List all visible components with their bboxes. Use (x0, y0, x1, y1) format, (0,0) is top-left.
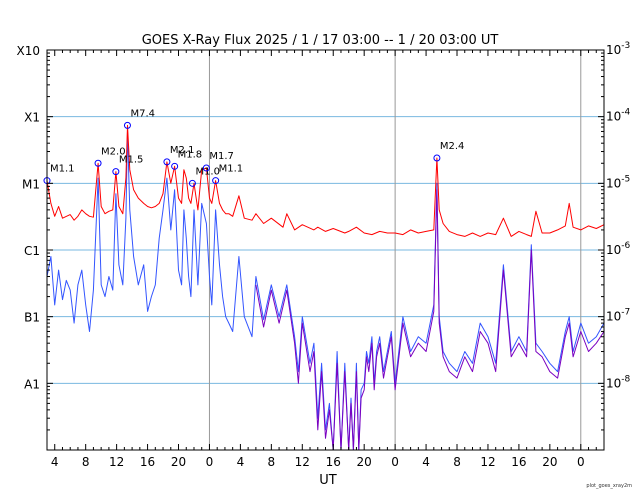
x-tick-label: 16 (326, 455, 341, 469)
y-tick-label-left: C1 (24, 244, 40, 258)
y-tick-exponent: -3 (621, 41, 630, 51)
flare-label: M1.1 (219, 164, 244, 175)
y-tick-label-left: A1 (24, 377, 40, 391)
flare-label: M1.1 (50, 164, 75, 175)
x-tick-label: 0 (206, 455, 214, 469)
y-tick-label-right: 10-4 (606, 108, 631, 124)
y-tick-exponent: -7 (621, 308, 630, 318)
y-tick-exponent: -4 (621, 108, 630, 118)
flare-label: M1.7 (209, 151, 234, 162)
y-tick-label-left: M1 (22, 177, 40, 191)
series-long-line (47, 124, 604, 237)
x-tick-label: 12 (480, 455, 495, 469)
y-tick-exponent: -8 (621, 374, 630, 384)
y-tick-label-right: 10-8 (606, 374, 631, 390)
flare-label: M1.5 (119, 155, 144, 166)
x-tick-label: 8 (82, 455, 90, 469)
y-tick-label-right: 10-6 (606, 241, 631, 257)
flare-label: M2.1 (170, 145, 195, 156)
x-tick-label: 12 (295, 455, 310, 469)
y-tick-label-right: 10-7 (606, 308, 630, 324)
plot-credit: plot_goes_xray2m (586, 483, 632, 489)
x-tick-label: 20 (171, 455, 186, 469)
flare-label: M1.0 (195, 166, 220, 177)
flare-marker (212, 177, 220, 185)
flare-label: M2.0 (101, 146, 126, 157)
y-tick-label-left: X1 (24, 111, 40, 125)
x-axis-label: UT (319, 473, 337, 488)
flare-marker (112, 168, 120, 176)
flare-marker (433, 154, 441, 162)
x-tick-label: 0 (391, 455, 399, 469)
x-tick-label: 8 (453, 455, 461, 469)
flare-label: M2.4 (440, 141, 465, 152)
y-tick-exponent: -5 (621, 174, 630, 184)
x-tick-label: 20 (357, 455, 372, 469)
y-tick-label-right: 10-5 (606, 174, 630, 190)
series-short-line (47, 131, 604, 450)
x-tick-label: 0 (577, 455, 585, 469)
x-tick-label: 12 (109, 455, 124, 469)
flare-marker (202, 164, 210, 172)
x-tick-label: 16 (511, 455, 526, 469)
x-tick-label: 4 (422, 455, 430, 469)
flare-marker (171, 162, 179, 170)
series-short-alt-line (255, 189, 604, 450)
flare-marker (163, 158, 171, 166)
x-tick-label: 20 (542, 455, 557, 469)
flare-marker (123, 121, 131, 129)
flare-marker (94, 159, 102, 167)
y-tick-label-left: X10 (17, 44, 41, 58)
chart-title: GOES X-Ray Flux 2025 / 1 / 17 03:00 -- 1… (142, 33, 499, 48)
flare-label: M1.8 (178, 149, 203, 160)
x-tick-label: 16 (140, 455, 155, 469)
x-tick-label: 4 (51, 455, 59, 469)
flare-marker (188, 179, 196, 187)
y-tick-label-right: 10-3 (606, 41, 630, 57)
y-tick-label-left: B1 (24, 311, 40, 325)
x-tick-label: 8 (268, 455, 276, 469)
y-tick-exponent: -6 (621, 241, 630, 251)
x-tick-label: 4 (237, 455, 245, 469)
flare-label: M7.4 (130, 108, 155, 119)
